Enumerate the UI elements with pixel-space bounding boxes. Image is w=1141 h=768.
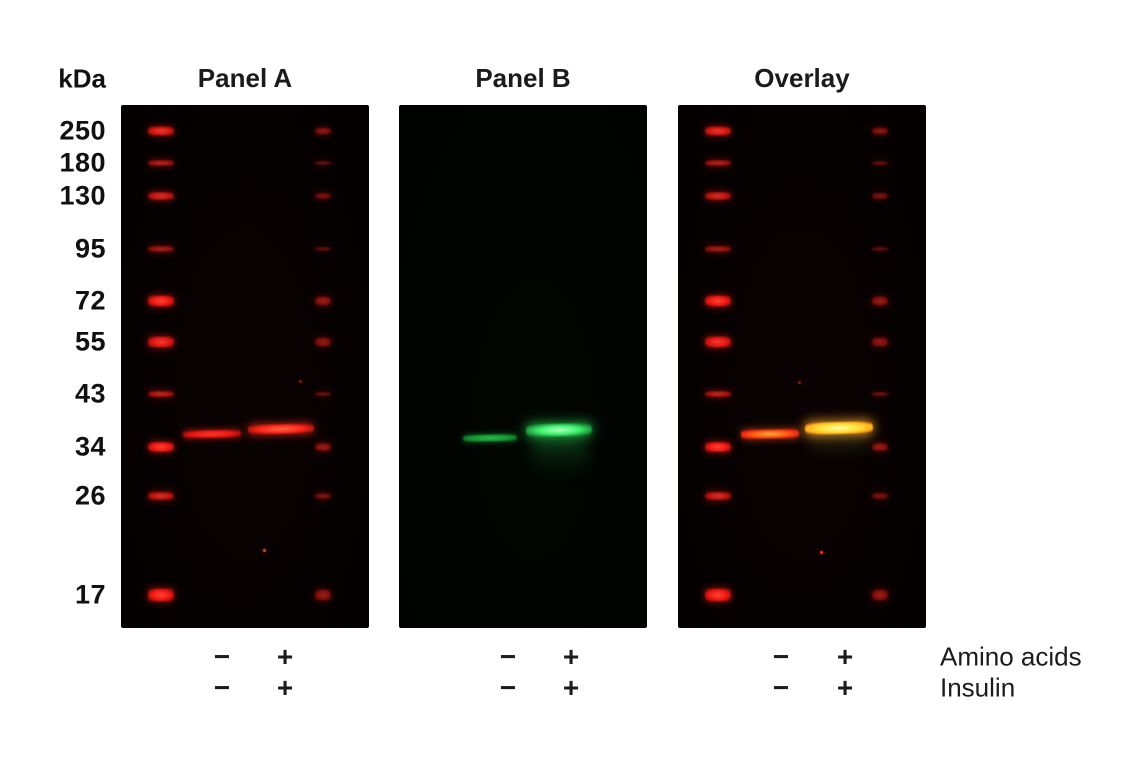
panel-b-title: Panel B [475,63,571,93]
ladder-band [705,245,731,252]
blot-panel-overlay [678,105,926,628]
ladder-band [315,392,331,396]
band-lane2-green-smear [531,434,589,481]
ladder-band [148,491,174,500]
blot-panel-b [399,105,647,628]
ladder-band [705,126,731,136]
ladder-band [872,246,888,251]
ladder-band [148,441,174,452]
amino-acids-plus-panel-a: + [276,641,294,672]
mw-label-43: 43 [74,378,106,409]
kda-unit-label: kDa [58,63,106,94]
ladder-band [148,192,174,200]
ladder-band [705,441,731,452]
insulin-minus-panel-a: − [213,672,231,703]
ladder-band [872,492,888,499]
condition-label-insulin: Insulin [940,672,1016,703]
insulin-plus-overlay: + [836,672,854,703]
ladder-band [872,161,888,165]
ladder-band [872,296,888,306]
ladder-band [148,336,174,348]
ladder-band [148,245,174,252]
mw-label-130: 130 [59,180,106,211]
ladder-band [315,337,331,347]
ladder-band [705,336,731,348]
ladder-band [872,442,888,451]
ladder-band [705,588,731,602]
condition-label-amino-acids: Amino acids [940,641,1082,672]
panel-a-title: Panel A [197,63,293,93]
ladder-band [705,491,731,500]
band-lane2-overlay-smear [810,433,868,470]
mw-label-55: 55 [74,326,106,357]
ladder-band [872,127,888,135]
ladder-band [315,161,331,165]
ladder-band [872,337,888,347]
insulin-plus-panel-b: + [562,672,580,703]
amino-acids-plus-overlay: + [836,641,854,672]
ladder-band [705,160,731,166]
mw-label-34: 34 [74,431,106,462]
ladder-band [872,392,888,396]
mw-label-17: 17 [74,579,106,610]
amino-acids-minus-panel-a: − [213,641,231,672]
ladder-band [872,193,888,199]
amino-acids-plus-panel-b: + [562,641,580,672]
amino-acids-minus-panel-b: − [499,641,517,672]
ladder-band [315,246,331,251]
blot-panel-a [121,105,369,628]
ladder-band [148,295,174,307]
band-lane2-overlay [804,421,874,436]
ladder-band [315,492,331,499]
band-lane1-red [182,429,242,439]
band-lane1-overlay [740,428,800,440]
ladder-band [148,160,174,166]
ladder-band [148,588,174,602]
insulin-plus-panel-a: + [276,672,294,703]
band-lane1-green [462,433,518,442]
mw-label-180: 180 [59,147,106,178]
molecular-weight-label-column: kDa 250 180 130 95 72 55 43 34 26 17 [0,64,110,628]
band-lane2-green [525,422,593,437]
ladder-band [315,296,331,306]
ladder-band [705,295,731,307]
ladder-band [315,442,331,451]
ladder-band [705,391,731,397]
overlay-title: Overlay [754,63,850,93]
ladder-band [315,589,331,601]
amino-acids-minus-overlay: − [772,641,790,672]
dust-speck [299,380,302,384]
mw-label-95: 95 [74,233,106,264]
insulin-minus-overlay: − [772,672,790,703]
band-lane2-red [247,422,315,435]
mw-label-250: 250 [59,115,106,146]
ladder-band [315,127,331,135]
ladder-band [705,192,731,200]
dust-speck [798,381,801,385]
mw-label-72: 72 [74,285,106,316]
ladder-band [148,391,174,397]
ladder-band [148,126,174,136]
ladder-band [872,589,888,601]
dust-speck [820,551,823,555]
ladder-band [315,193,331,199]
insulin-minus-panel-b: − [499,672,517,703]
dust-speck [263,549,266,553]
mw-label-26: 26 [74,480,106,511]
